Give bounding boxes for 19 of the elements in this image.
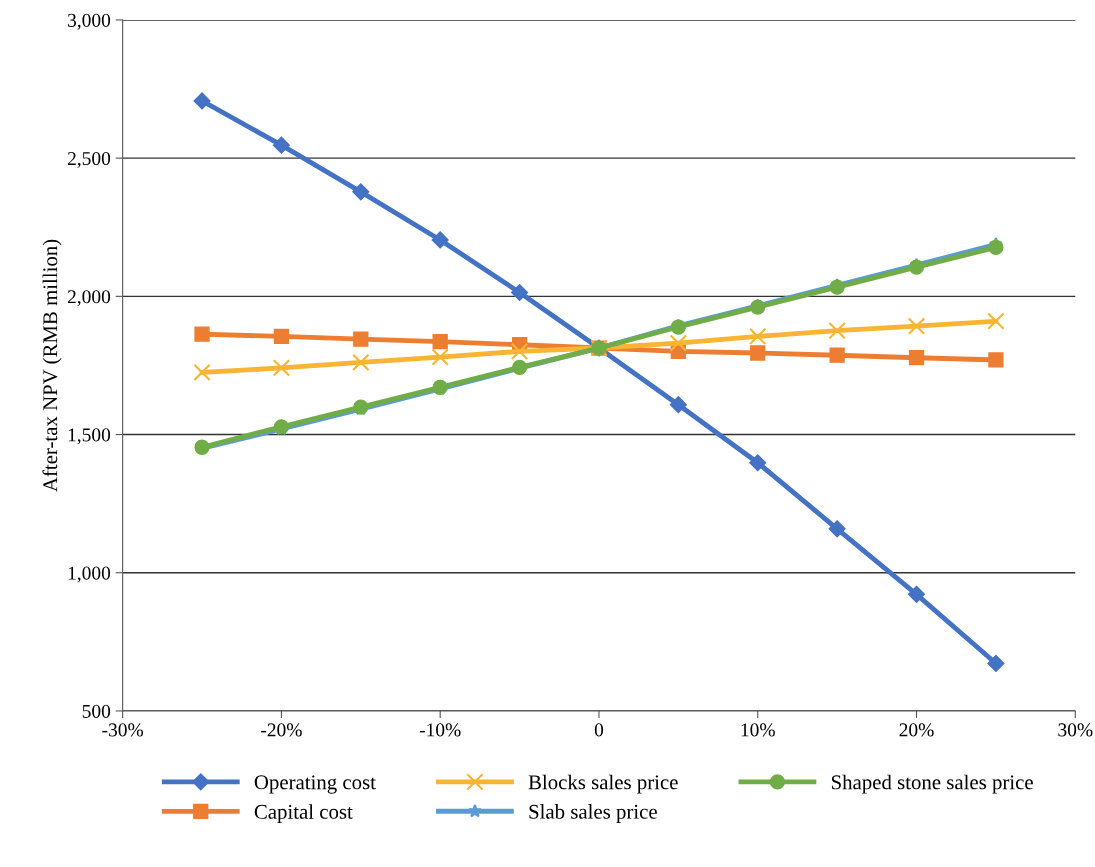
y-tick-label: 1,500 [68,428,111,445]
y-axis-title: After-tax NPV (RMB million) [42,239,62,492]
y-tick-label: 2,500 [67,151,111,168]
x-tick-label: 30% [1058,723,1093,737]
legend-label: Shaped stone sales price [831,774,1033,794]
y-tick-label: 500 [82,704,111,718]
legend-label: Blocks sales price [528,774,678,794]
x-tick-label: -10% [419,723,461,737]
y-tick-label: 3,000 [68,13,111,30]
legend-label: Slab sales price [529,804,657,824]
legend-label: Capital cost [254,804,353,824]
x-tick-label: 20% [899,723,934,737]
y-tick-label: 1,000 [68,566,111,583]
x-tick-label: 0 [594,723,604,737]
x-tick-label: -20% [261,723,302,737]
x-tick-label: -30% [102,723,144,737]
legend-label: Operating cost [254,775,376,794]
x-tick-label: 10% [741,723,775,737]
y-tick-label: 2,000 [67,290,111,307]
